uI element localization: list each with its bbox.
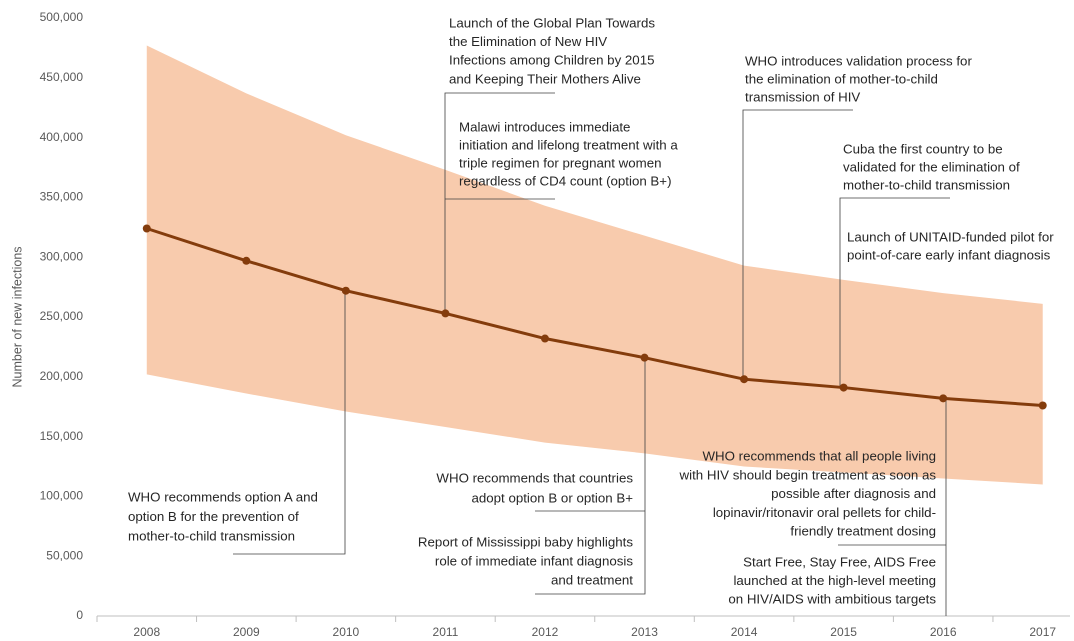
data-point	[242, 256, 251, 265]
x-tick-label: 2016	[930, 625, 957, 639]
annotation-text: Malawi introduces immediate	[459, 120, 630, 135]
annotation-connector	[233, 290, 346, 555]
annotation-connector	[444, 92, 555, 314]
y-tick-label: 150,000	[40, 429, 84, 443]
annotation-text: Launch of the Global Plan Towards	[449, 16, 655, 31]
y-tick-label: 200,000	[40, 369, 84, 383]
x-tick-label: 2017	[1029, 625, 1056, 639]
x-tick-label: 2008	[133, 625, 160, 639]
annotation-connector	[742, 109, 853, 380]
annotation-text: on HIV/AIDS with ambitious targets	[728, 592, 936, 607]
annotation-text: WHO recommends option A and	[128, 490, 318, 505]
annotation-text: Cuba the first country to be	[843, 142, 1003, 157]
annotation-text: initiation and lifelong treatment with a	[459, 138, 678, 153]
annotation-text: with HIV should begin treatment as soon …	[679, 467, 937, 482]
data-point	[341, 286, 350, 295]
y-tick-label: 50,000	[46, 548, 83, 562]
data-point	[740, 375, 749, 384]
annotation-text: Launch of UNITAID-funded pilot for	[847, 230, 1054, 245]
annotation-text: friendly treatment dosing	[790, 524, 936, 539]
data-line	[146, 227, 1043, 408]
y-tick-label: 300,000	[40, 249, 84, 263]
annotation-text: the Elimination of New HIV	[449, 34, 607, 49]
annotation-text: WHO introduces validation process for	[745, 54, 972, 69]
annotation-text: triple regimen for pregnant women	[459, 156, 662, 171]
annotation-text: the elimination of mother-to-child	[745, 72, 938, 87]
annotation-text: Infections among Children by 2015	[449, 53, 655, 68]
y-tick-label: 250,000	[40, 309, 84, 323]
annotation-text: lopinavir/ritonavir oral pellets for chi…	[713, 505, 936, 520]
annotation-connector	[535, 357, 646, 595]
annotation-text: mother-to-child transmission	[843, 178, 1010, 193]
annotation-text: Report of Mississippi baby highlights	[418, 535, 633, 550]
annotation-text: role of immediate infant diagnosis	[435, 554, 633, 569]
x-tick-label: 2014	[731, 625, 758, 639]
annotation-text: WHO recommends that all people living	[702, 449, 936, 464]
annotation-text: Start Free, Stay Free, AIDS Free	[743, 555, 936, 570]
data-point	[142, 224, 151, 233]
data-point	[839, 383, 848, 392]
annotation-text: and treatment	[551, 573, 633, 588]
y-tick-label: 0	[76, 608, 83, 622]
annotation-text: and Keeping Their Mothers Alive	[449, 71, 641, 86]
data-point	[540, 334, 549, 343]
y-tick-label: 350,000	[40, 190, 84, 204]
data-point	[1038, 401, 1047, 410]
annotation-text: adopt option B or option B+	[471, 491, 633, 506]
annotation-text: launched at the high-level meeting	[733, 573, 936, 588]
data-point	[939, 394, 948, 403]
x-tick-label: 2013	[631, 625, 658, 639]
annotation-text: option B for the prevention of	[128, 509, 299, 524]
x-tick-label: 2009	[233, 625, 260, 639]
x-tick-label: 2012	[532, 625, 559, 639]
y-tick-label: 500,000	[40, 10, 84, 24]
y-tick-label: 400,000	[40, 130, 84, 144]
y-tick-label: 450,000	[40, 70, 84, 84]
x-tick-label: 2011	[433, 625, 459, 639]
annotation-connector	[839, 197, 950, 388]
annotation-text: mother-to-child transmission	[128, 529, 295, 544]
annotation-text: regardless of CD4 count (option B+)	[459, 174, 672, 189]
annotation-text: possible after diagnosis and	[771, 486, 936, 501]
data-point	[640, 353, 649, 362]
uncertainty-band	[146, 45, 1043, 485]
data-point	[441, 309, 450, 318]
annotation-text: validated for the elimination of	[843, 160, 1020, 175]
x-tick-label: 2015	[830, 625, 857, 639]
y-tick-label: 100,000	[40, 489, 84, 503]
annotation-text: transmission of HIV	[745, 90, 860, 105]
annotation-text: point-of-care early infant diagnosis	[847, 248, 1051, 263]
y-axis-label: Number of new infections	[10, 246, 24, 387]
annotation-text: WHO recommends that countries	[436, 471, 633, 486]
x-tick-label: 2010	[333, 625, 360, 639]
